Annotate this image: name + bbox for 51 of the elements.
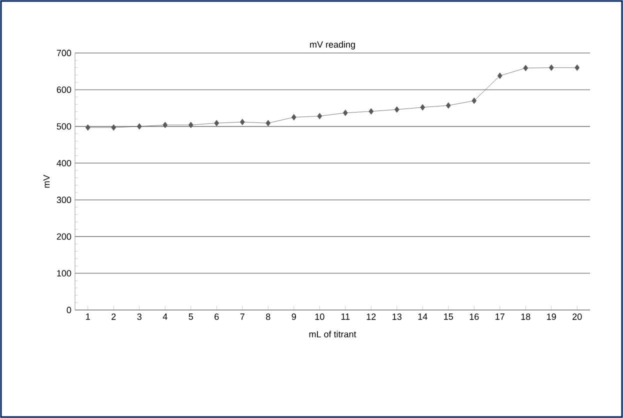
x-tick-label: 15 — [444, 314, 454, 320]
x-tick-label: 10 — [315, 314, 324, 320]
x-tick-label: 13 — [392, 314, 402, 320]
y-tick-label: 700 — [56, 50, 72, 56]
y-tick-label: 400 — [56, 160, 72, 166]
point — [368, 108, 374, 115]
x-tick-label: 8 — [266, 314, 270, 320]
x-tick-label: 7 — [240, 314, 244, 320]
point — [266, 120, 271, 126]
point — [240, 118, 245, 126]
point — [342, 110, 348, 116]
point — [420, 104, 426, 111]
y-tick-label: 300 — [56, 196, 72, 204]
x-tick-label: 11 — [341, 314, 350, 320]
y-tick-label: 0 — [66, 306, 72, 314]
y-tick-label: 200 — [56, 233, 72, 240]
point — [291, 114, 296, 120]
point — [446, 102, 451, 109]
point — [548, 64, 554, 71]
x-tick-label: 9 — [292, 314, 296, 320]
x-tick-label: 19 — [547, 314, 556, 320]
point — [574, 64, 580, 71]
x-tick-label: 5 — [188, 314, 193, 320]
x-tick-label: 18 — [521, 314, 530, 320]
y-tick-label: 600 — [56, 86, 72, 93]
x-tick-label: 17 — [496, 314, 504, 320]
point — [214, 120, 220, 126]
point — [497, 72, 502, 79]
point — [394, 106, 400, 113]
point — [111, 124, 116, 131]
x-tick-label: 20 — [572, 314, 582, 320]
y-tick-label: 500 — [56, 123, 72, 130]
point — [188, 122, 194, 128]
x-axis-title: mL of titrant — [309, 330, 356, 338]
point — [85, 124, 90, 131]
chart-title: mV reading — [310, 41, 355, 50]
x-tick-label: 4 — [162, 314, 168, 320]
x-tick-label: 12 — [366, 314, 376, 320]
point — [136, 123, 142, 130]
x-tick-label: 14 — [418, 314, 428, 320]
point — [317, 112, 322, 120]
point — [472, 98, 477, 104]
point — [523, 64, 528, 72]
x-tick-label: 16 — [470, 314, 479, 320]
x-tick-label: 1 — [86, 314, 90, 320]
x-tick-label: 2 — [112, 314, 116, 320]
x-tick-label: 6 — [214, 314, 219, 320]
x-tick-label: 3 — [137, 314, 142, 320]
y-tick-label: 100 — [57, 270, 72, 276]
y-axis-title: mV — [43, 174, 50, 188]
point — [162, 122, 168, 128]
